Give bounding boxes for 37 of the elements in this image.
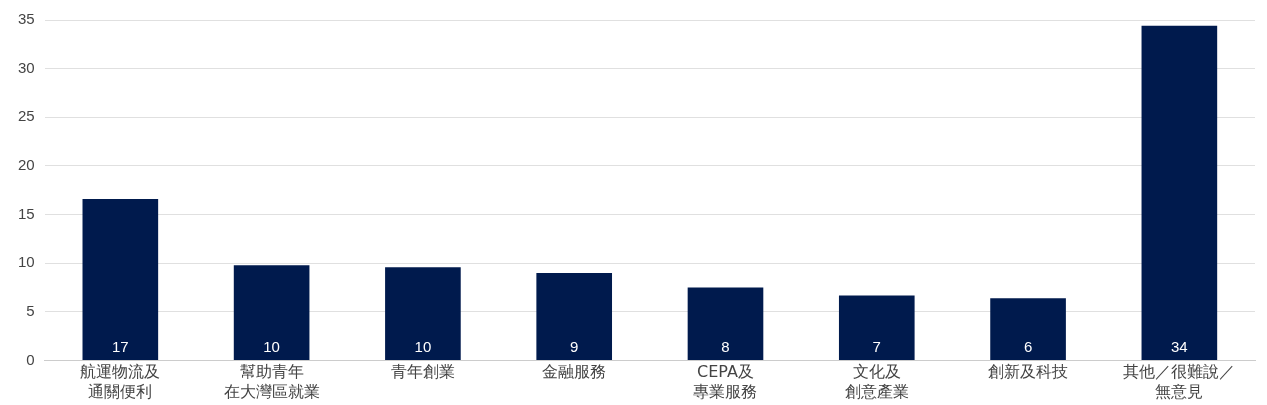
y-tick-label: 10 <box>18 253 35 271</box>
category-label: 創新及科技 <box>988 362 1069 382</box>
data-label: 34 <box>1171 337 1188 355</box>
y-tick-label: 30 <box>18 58 35 76</box>
category-label: 創意產業 <box>844 381 909 401</box>
bar <box>233 265 310 361</box>
y-tick-label: 15 <box>18 204 35 222</box>
y-tick-label: 5 <box>26 302 35 320</box>
category-label: 其他／很難說／ <box>1123 362 1236 382</box>
y-tick-label: 35 <box>18 10 35 28</box>
category-label: 無意見 <box>1155 381 1204 401</box>
category-label: 在大灣區就業 <box>223 381 320 401</box>
bar <box>536 273 613 361</box>
bar <box>82 199 159 361</box>
bar <box>385 267 461 361</box>
category-label: 航運物流及 <box>80 362 161 382</box>
y-tick-label: 0 <box>26 350 35 368</box>
data-label: 6 <box>1023 337 1033 355</box>
data-label: 10 <box>263 337 280 355</box>
bar <box>990 298 1066 361</box>
data-label: 9 <box>570 337 579 355</box>
category-label: CEPA及 <box>697 362 754 382</box>
y-tick-label: 25 <box>18 107 35 125</box>
category-label: 青年創業 <box>390 362 455 382</box>
category-label: 金融服務 <box>542 362 607 382</box>
y-tick-label: 20 <box>18 156 35 174</box>
data-label: 10 <box>414 337 432 355</box>
bar <box>687 287 764 361</box>
data-label: 7 <box>872 337 881 355</box>
category-label: 幫助青年 <box>239 362 304 382</box>
bar <box>838 295 915 361</box>
category-label: 文化及 <box>852 362 901 382</box>
data-label: 17 <box>111 337 129 355</box>
bar <box>1141 25 1218 361</box>
category-label: 專業服務 <box>693 381 758 401</box>
data-label: 8 <box>721 337 730 355</box>
category-label: 通關便利 <box>88 381 153 401</box>
